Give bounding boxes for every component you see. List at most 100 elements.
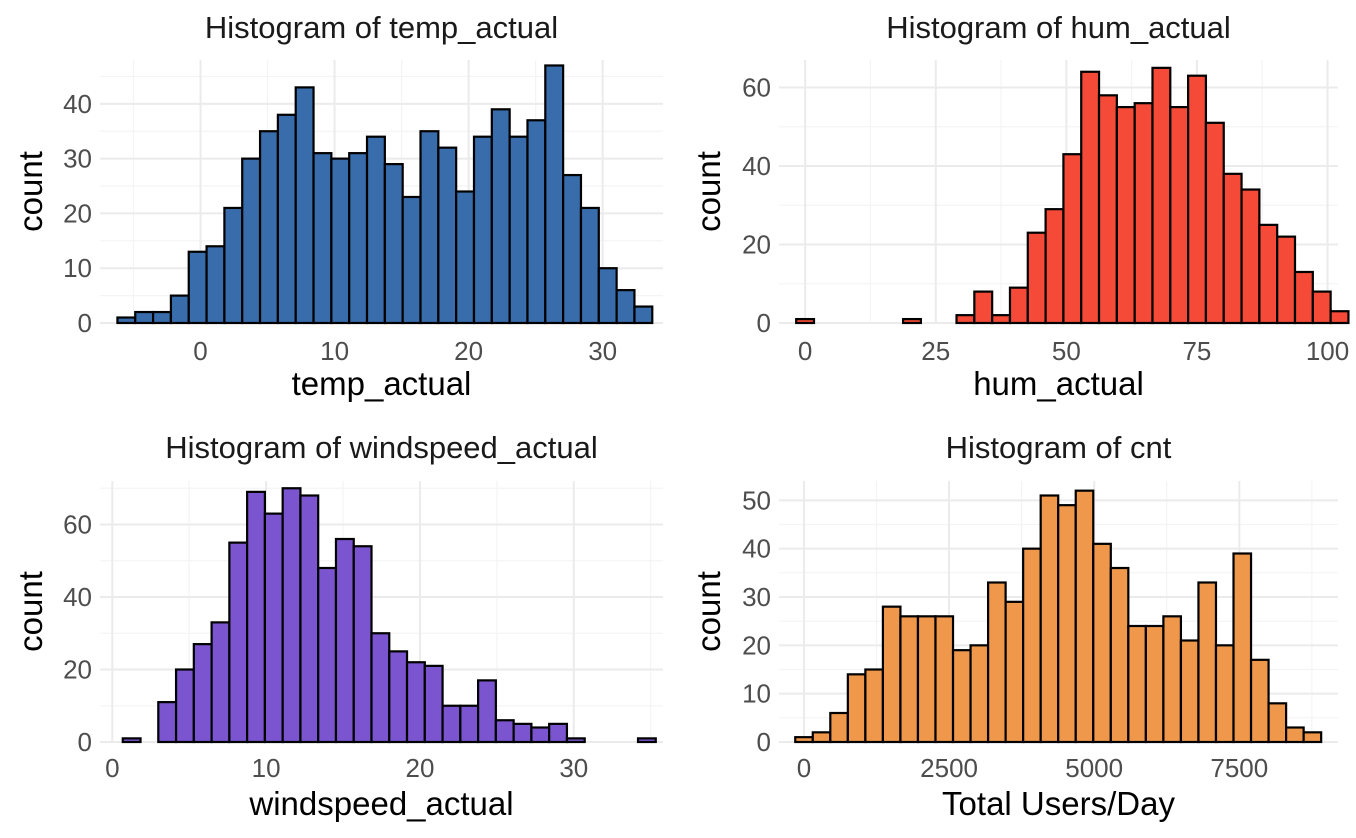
histogram-bar	[795, 317, 816, 325]
bars-cnt	[794, 489, 1323, 744]
x-tick-label: 25	[921, 336, 950, 366]
x-tick-label: 50	[1052, 336, 1081, 366]
y-tick-label: 0	[78, 308, 92, 338]
histogram-bar	[811, 731, 832, 744]
y-tick-label: 20	[63, 655, 92, 685]
histogram-bar	[1162, 615, 1183, 744]
histogram-bar	[1240, 188, 1261, 325]
y-tick-label: 40	[63, 582, 92, 612]
histogram-bar	[192, 643, 213, 744]
x-axis-label: windspeed_actual	[248, 785, 513, 822]
histogram-bar	[334, 537, 355, 744]
histogram-bar	[169, 294, 190, 325]
histogram-bar	[1169, 106, 1190, 325]
x-axis-label: Total Users/Day	[942, 785, 1175, 822]
histogram-bar	[1329, 310, 1350, 325]
histogram-bar	[241, 157, 262, 325]
y-axis-label: count	[12, 151, 49, 232]
bars-hum	[795, 66, 1350, 325]
histogram-bar	[1151, 66, 1172, 325]
y-tick-label: 50	[742, 485, 771, 515]
histogram-bar	[526, 119, 547, 325]
histogram-bar	[383, 163, 404, 325]
panel-cnt: 0 2500 5000 7500 0 10 20 30 40 50 Histogram of cnt…	[690, 430, 1338, 822]
y-tick-label: 60	[63, 510, 92, 540]
histogram-bar	[121, 737, 142, 744]
bars-windspeed	[121, 487, 657, 744]
histogram-bar	[258, 130, 279, 325]
panel-title: Histogram of temp_actual	[205, 10, 558, 45]
histogram-bar	[1249, 658, 1270, 744]
histogram-bar	[986, 581, 1007, 744]
x-tick-label: 30	[588, 336, 617, 366]
x-tick-label: 20	[454, 336, 483, 366]
histogram-bar	[1004, 600, 1025, 744]
histogram-bar	[881, 605, 902, 744]
y-tick-label: 0	[78, 727, 92, 757]
x-tick-label: 2500	[920, 753, 978, 783]
histogram-bar	[597, 267, 618, 325]
y-tick-label: 0	[757, 727, 771, 757]
histogram-bar	[263, 512, 284, 744]
histogram-bar	[187, 250, 208, 325]
histogram-bar	[276, 113, 297, 325]
histogram-bar	[246, 490, 267, 744]
histogram-bar	[1080, 70, 1101, 325]
y-tick-label: 10	[742, 679, 771, 709]
histogram-bar	[1276, 235, 1297, 325]
histogram-bar	[951, 649, 972, 744]
histogram-bar	[157, 701, 178, 744]
histogram-bar	[1258, 223, 1279, 325]
histogram-bar	[1232, 552, 1253, 744]
histogram-bar	[205, 245, 226, 325]
bars-temp	[116, 64, 654, 325]
histogram-bar	[441, 704, 462, 744]
histogram-bar	[548, 722, 569, 744]
histogram-bar	[901, 317, 922, 325]
x-tick-label: 10	[252, 753, 281, 783]
histogram-bar	[1311, 290, 1332, 325]
histogram-bar	[365, 135, 386, 325]
histogram-bar	[1097, 94, 1118, 325]
histogram-bar	[530, 726, 551, 744]
x-tick-label: 20	[405, 753, 434, 783]
histogram-bar	[312, 152, 333, 325]
histogram-bar	[1026, 231, 1047, 325]
histogram-bar	[955, 314, 976, 325]
panel-title: Histogram of windspeed_actual	[165, 430, 598, 465]
histogram-bar	[370, 632, 391, 744]
histogram-bar	[317, 566, 338, 744]
histogram-bar	[1057, 504, 1077, 744]
histogram-bar	[899, 615, 920, 744]
histogram-bar	[562, 173, 583, 325]
histogram-bar	[633, 305, 654, 325]
x-tick-label: 0	[798, 336, 812, 366]
y-tick-label: 20	[742, 630, 771, 660]
panel-windspeed: 0 10 20 30 0 20 40 60 Histogram of windspeed_act…	[12, 430, 663, 822]
histogram-bar	[1074, 489, 1095, 744]
histogram-bar	[615, 289, 636, 325]
histogram-bar	[401, 195, 422, 325]
histogram-bar	[829, 711, 849, 744]
x-tick-label: 5000	[1065, 753, 1123, 783]
histogram-bar	[1222, 172, 1243, 325]
y-axis-label: count	[12, 571, 49, 652]
y-tick-label: 20	[742, 229, 771, 259]
histogram-bar	[472, 135, 493, 325]
histogram-bar	[969, 644, 990, 744]
histogram-bar	[1285, 726, 1305, 744]
x-tick-label: 75	[1182, 336, 1211, 366]
y-axis-label: count	[690, 571, 727, 652]
histogram-bar	[1204, 121, 1225, 325]
x-tick-label: 0	[105, 753, 119, 783]
histogram-bar	[1092, 542, 1112, 744]
histogram-bar	[1109, 566, 1130, 744]
histogram-bar	[1127, 624, 1147, 744]
histogram-bar	[1008, 286, 1029, 325]
histogram-bar	[1179, 639, 1200, 744]
histogram-bar	[459, 704, 480, 744]
histogram-bar	[508, 135, 529, 325]
histogram-bar	[916, 615, 937, 744]
histogram-bar	[455, 190, 476, 325]
histogram-bar	[1293, 270, 1314, 325]
